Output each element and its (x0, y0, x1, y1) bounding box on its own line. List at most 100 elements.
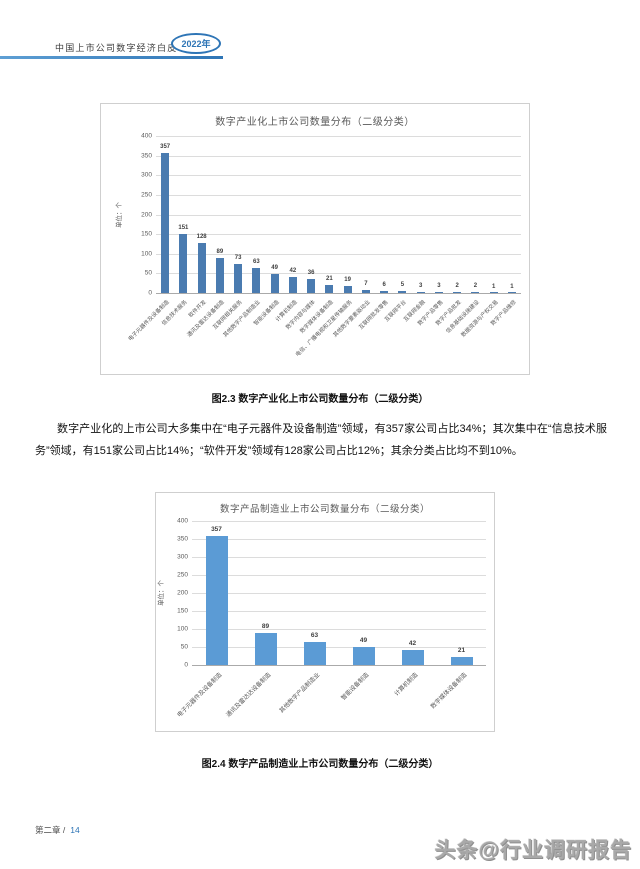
gridline (192, 521, 486, 522)
bar (380, 290, 389, 293)
bar (507, 292, 516, 293)
bar (288, 276, 297, 293)
gridline (192, 629, 486, 630)
y-axis-tick-label: 200 (141, 211, 152, 218)
bar-value-label: 42 (408, 639, 417, 647)
y-axis-tick-label: 150 (141, 230, 152, 238)
y-axis-tick-label: 200 (177, 589, 188, 597)
bar (398, 291, 407, 293)
gridline (156, 253, 521, 255)
y-axis-tick-label: 350 (177, 535, 188, 543)
bar (450, 657, 473, 665)
y-axis-tick-label: 50 (144, 269, 152, 277)
bar-value-label: 3 (418, 282, 423, 289)
watermark: 头条@行业调研报告 (434, 839, 632, 862)
document-header-title: 中国上市公司数字经济白皮书 (55, 43, 188, 53)
page-footer: 第二章 / 14 (35, 824, 80, 836)
chart-title: 数字产品制造业上市公司数量分布（二级分类） (219, 504, 430, 515)
gridline (156, 234, 521, 236)
bar-value-label: 42 (289, 267, 297, 274)
chapter-label: 第二章 / (35, 825, 66, 835)
bar (434, 291, 443, 293)
bar-value-label: 357 (211, 526, 222, 534)
bar (325, 284, 334, 293)
plot-area: 0 50 100 150 200 250 300 350 400 357 电子元器件及设备制造 151… (128, 133, 521, 358)
bar-value-label: 2 (473, 283, 478, 290)
bar (471, 292, 480, 293)
bar-value-label: 5 (400, 282, 405, 289)
y-axis-tick-label: 250 (141, 191, 152, 199)
bar (453, 292, 462, 293)
figure-2-4-caption: 图2.4 数字产品制造业上市公司数量分布（二级分类） (201, 759, 439, 770)
bar (161, 152, 170, 293)
gridline (192, 593, 486, 594)
bar-value-label: 1 (510, 283, 514, 290)
y-axis-tick-label: 350 (141, 152, 152, 160)
bar (215, 258, 224, 293)
gridline (156, 155, 521, 157)
bar-value-label: 3 (437, 282, 441, 289)
y-axis-tick-label: 400 (177, 517, 188, 525)
plot-area: 0 50 100 150 200 250 300 350 400 357 电子元器件及设备制造 89 通… (176, 518, 486, 719)
gridline (192, 611, 486, 612)
figure-2-3-chart: 数字产业化上市公司数量分布（二级分类） 单位：个 0 50 100 150 200 250… (100, 103, 530, 375)
gridline (192, 539, 486, 540)
x-axis-category-label: 计算机制造 (393, 672, 419, 698)
bar-value-label: 73 (234, 255, 242, 262)
y-axis-tick-label: 400 (141, 132, 152, 140)
bar-value-label: 63 (253, 259, 260, 266)
bar-value-label: 2 (455, 283, 459, 290)
bar (205, 536, 228, 665)
bar-value-label: 6 (382, 281, 386, 288)
bar (401, 649, 424, 665)
bar (254, 632, 277, 665)
bar-value-label: 89 (216, 249, 224, 256)
bar-value-label: 21 (457, 647, 466, 655)
y-axis-tick-label: 0 (148, 289, 152, 297)
y-axis-tick-label: 100 (141, 250, 152, 258)
x-axis-category-label: 数字媒体设备制造 (429, 672, 468, 711)
gridline (192, 575, 486, 576)
y-axis-unit-label: 单位：个 (158, 580, 165, 606)
bar-value-label: 36 (307, 269, 315, 276)
x-axis-category-label: 智能设备制造 (340, 672, 370, 702)
bar (361, 290, 370, 293)
bar-value-label: 19 (344, 276, 351, 283)
bar (270, 273, 279, 293)
figure-2-3-caption: 图2.3 数字产业化上市公司数量分布（二级分类） (211, 394, 429, 405)
bar-value-label: 128 (196, 233, 207, 240)
header-rule (0, 56, 223, 59)
gridline (156, 214, 521, 216)
bar-value-label: 21 (326, 275, 333, 282)
gridline (192, 557, 486, 558)
bar (416, 291, 425, 293)
y-axis-unit-label: 单位：个 (116, 201, 123, 228)
x-axis-line (156, 293, 521, 294)
bar (303, 642, 326, 665)
bar (179, 233, 188, 293)
bar-value-label: 63 (310, 632, 319, 640)
year-badge: 2022年 (171, 33, 221, 54)
y-axis-tick-label: 0 (184, 661, 188, 669)
bar (307, 278, 316, 293)
bar (197, 242, 206, 293)
bar (489, 292, 498, 293)
gridline (156, 175, 521, 177)
y-axis-tick-label: 300 (177, 553, 188, 561)
x-axis-category-label: 其他数字产品制造业 (278, 672, 321, 715)
bar-value-label: 357 (160, 143, 171, 150)
gridline (156, 136, 521, 137)
y-axis-tick-label: 150 (177, 607, 188, 615)
y-axis-tick-label: 300 (141, 171, 152, 179)
figure-2-4-chart: 数字产品制造业上市公司数量分布（二级分类） 单位：个 0 50 100 150 200 2… (155, 492, 495, 732)
chart-title: 数字产业化上市公司数量分布（二级分类） (215, 117, 415, 128)
page-number: 14 (70, 825, 80, 835)
bar (352, 647, 375, 665)
body-paragraph: 数字产业化的上市公司大多集中在“电子元器件及设备制造”领域，有357家公司占比3… (35, 423, 607, 457)
bar-value-label: 1 (491, 283, 496, 290)
x-axis-category-label: 通讯及雷达达设备制造 (225, 672, 272, 719)
y-axis-tick-label: 50 (180, 643, 188, 651)
bar-value-label: 49 (359, 637, 368, 645)
x-axis-line (192, 665, 486, 666)
